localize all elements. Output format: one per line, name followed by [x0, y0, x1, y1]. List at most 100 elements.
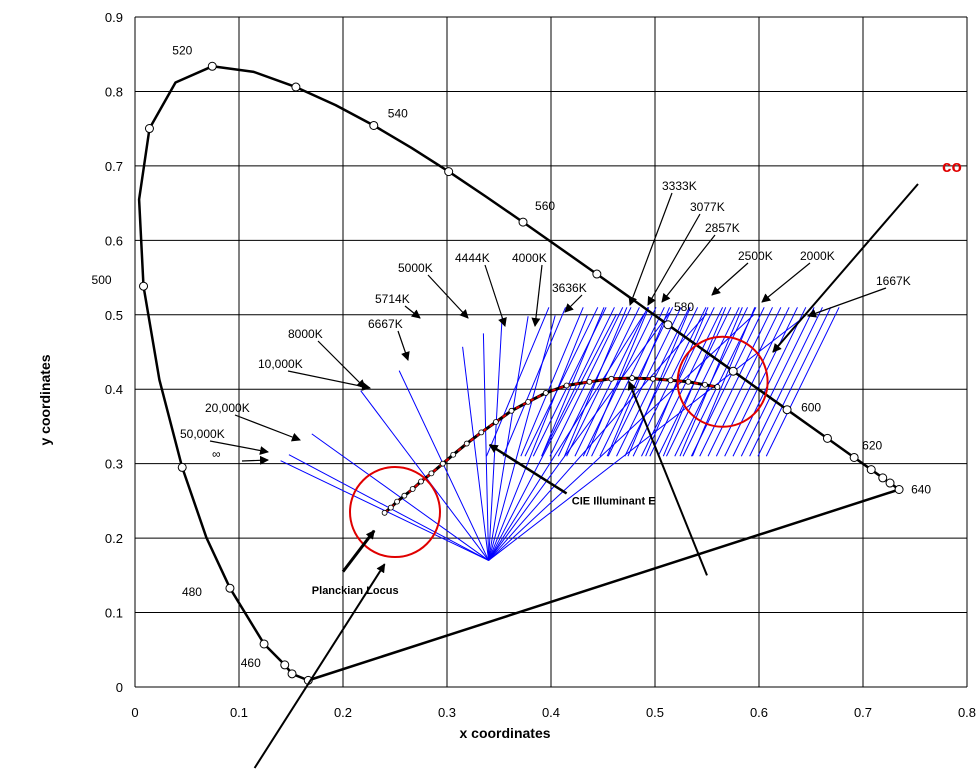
- isotherm-line: [582, 307, 657, 457]
- planck-marker: [401, 492, 408, 499]
- cct-arrow: [241, 455, 269, 465]
- isotherm-line: [488, 314, 588, 561]
- cct-arrow: [564, 294, 583, 313]
- purple-line: [307, 488, 900, 682]
- wavelength-marker: [663, 320, 673, 330]
- cct-arrow: [661, 234, 716, 303]
- wavelength-marker: [822, 433, 832, 443]
- cie-e-label: CIE Illuminant E: [572, 496, 656, 508]
- cct-label: 3636K: [552, 281, 587, 295]
- isotherm-line: [585, 307, 650, 457]
- x-tick-label: 0.8: [958, 705, 976, 720]
- cct-arrow: [234, 414, 301, 442]
- spectral-locus: [137, 61, 904, 685]
- wavelength-label: 600: [801, 401, 821, 415]
- planck-marker: [667, 377, 674, 384]
- tick-labels: 0 0.1 0.2 0.3 0.4 0.5 0.6 0.7 0.8 0 0.1 0.2 0.3 0.4 0.…: [105, 10, 976, 720]
- planckian-locus: [381, 375, 721, 516]
- wavelength-marker: [280, 660, 290, 670]
- wavelength-label: 580: [674, 300, 694, 314]
- grid: [134, 16, 968, 688]
- isotherm-line: [360, 390, 489, 561]
- wavelength-marker: [369, 120, 379, 130]
- isotherm-line: [488, 313, 646, 561]
- cct-arrow: [628, 192, 673, 306]
- wavelength-label: 620: [862, 438, 882, 452]
- x-axis-title: x coordinates: [459, 725, 550, 741]
- wavelength-marker: [444, 167, 454, 177]
- isotherm-line: [682, 307, 757, 457]
- wavelength-marker: [287, 669, 297, 679]
- cct-label: 20,000K: [205, 401, 250, 415]
- isotherm-line: [482, 333, 490, 561]
- wavelength-marker: [207, 61, 217, 71]
- isotherm-line: [488, 315, 807, 561]
- wavelength-label: 460: [241, 656, 261, 670]
- x-tick-label: 0.4: [542, 705, 560, 720]
- planck-marker: [428, 470, 435, 477]
- planck-marker: [685, 378, 692, 385]
- isotherm-line: [488, 313, 617, 561]
- callout-arrows: [209, 183, 919, 769]
- isotherm-line: [488, 316, 529, 561]
- planck-marker: [381, 509, 388, 516]
- planck-marker: [418, 478, 424, 485]
- highlight-circle: [349, 466, 441, 559]
- isotherm-line: [488, 315, 556, 561]
- cct-arrow: [711, 262, 749, 296]
- planck-marker: [714, 384, 721, 390]
- isotherm-line: [707, 307, 782, 457]
- upper-arrow: [627, 380, 708, 576]
- isotherm-line: [502, 307, 567, 457]
- right-arrow: [772, 183, 919, 353]
- planck-marker: [439, 460, 446, 467]
- cct-label: ∞: [212, 447, 221, 461]
- cct-label: 50,000K: [180, 427, 225, 441]
- planck-marker: [508, 407, 515, 414]
- cct-label: 2857K: [705, 221, 740, 235]
- isotherm-line: [740, 307, 815, 457]
- cct-label: 3333K: [662, 179, 697, 193]
- isotherm-line: [674, 307, 749, 457]
- planck-marker: [492, 419, 499, 425]
- cct-label: 1667K: [876, 274, 911, 288]
- cct-label: 4444K: [455, 251, 490, 265]
- wavelength-marker: [518, 217, 528, 227]
- planck-marker: [478, 429, 485, 436]
- highlight-circle: [676, 335, 769, 428]
- wavelength-marker: [225, 583, 235, 593]
- wavelength-marker: [728, 366, 738, 376]
- isotherm-line: [574, 307, 649, 457]
- cct-arrow: [287, 370, 371, 391]
- wavelength-marker: [259, 639, 269, 649]
- cct-arrow: [404, 305, 421, 319]
- y-tick-label: 0: [116, 680, 123, 695]
- wavelength-label: 480: [182, 585, 202, 599]
- x-tick-label: 0.6: [750, 705, 768, 720]
- wavelength-marker: [177, 462, 187, 472]
- cct-arrow: [397, 330, 410, 361]
- isotherm-lines: [280, 307, 840, 561]
- wavelength-marker: [139, 281, 149, 291]
- x-tick-label: 0.7: [854, 705, 872, 720]
- isotherm-line: [665, 307, 740, 457]
- isotherm-line: [462, 346, 490, 561]
- planck-marker: [650, 375, 656, 382]
- cct-label: 6667K: [368, 317, 403, 331]
- planck-marker: [629, 375, 636, 381]
- x-tick-label: 0.5: [646, 705, 664, 720]
- isotherm-line: [749, 307, 823, 457]
- planck-marker: [586, 378, 593, 385]
- cct-label: 5000K: [398, 261, 433, 275]
- cct-arrow: [761, 262, 811, 303]
- y-axis-title: y coordinates: [37, 354, 53, 445]
- wavelength-label: 540: [388, 106, 408, 120]
- isotherm-line: [541, 307, 615, 457]
- x-tick-label: 0.1: [230, 705, 248, 720]
- isotherm-line: [765, 307, 840, 457]
- chart-labels: 460 480 500 520 540 560 580 600 620 640 ∞ 50,000K 20…: [92, 43, 962, 670]
- cut-red-label: co: [942, 157, 962, 176]
- y-tick-label: 0.6: [105, 233, 123, 248]
- isotherm-line: [532, 307, 607, 457]
- y-tick-label: 0.5: [105, 308, 123, 323]
